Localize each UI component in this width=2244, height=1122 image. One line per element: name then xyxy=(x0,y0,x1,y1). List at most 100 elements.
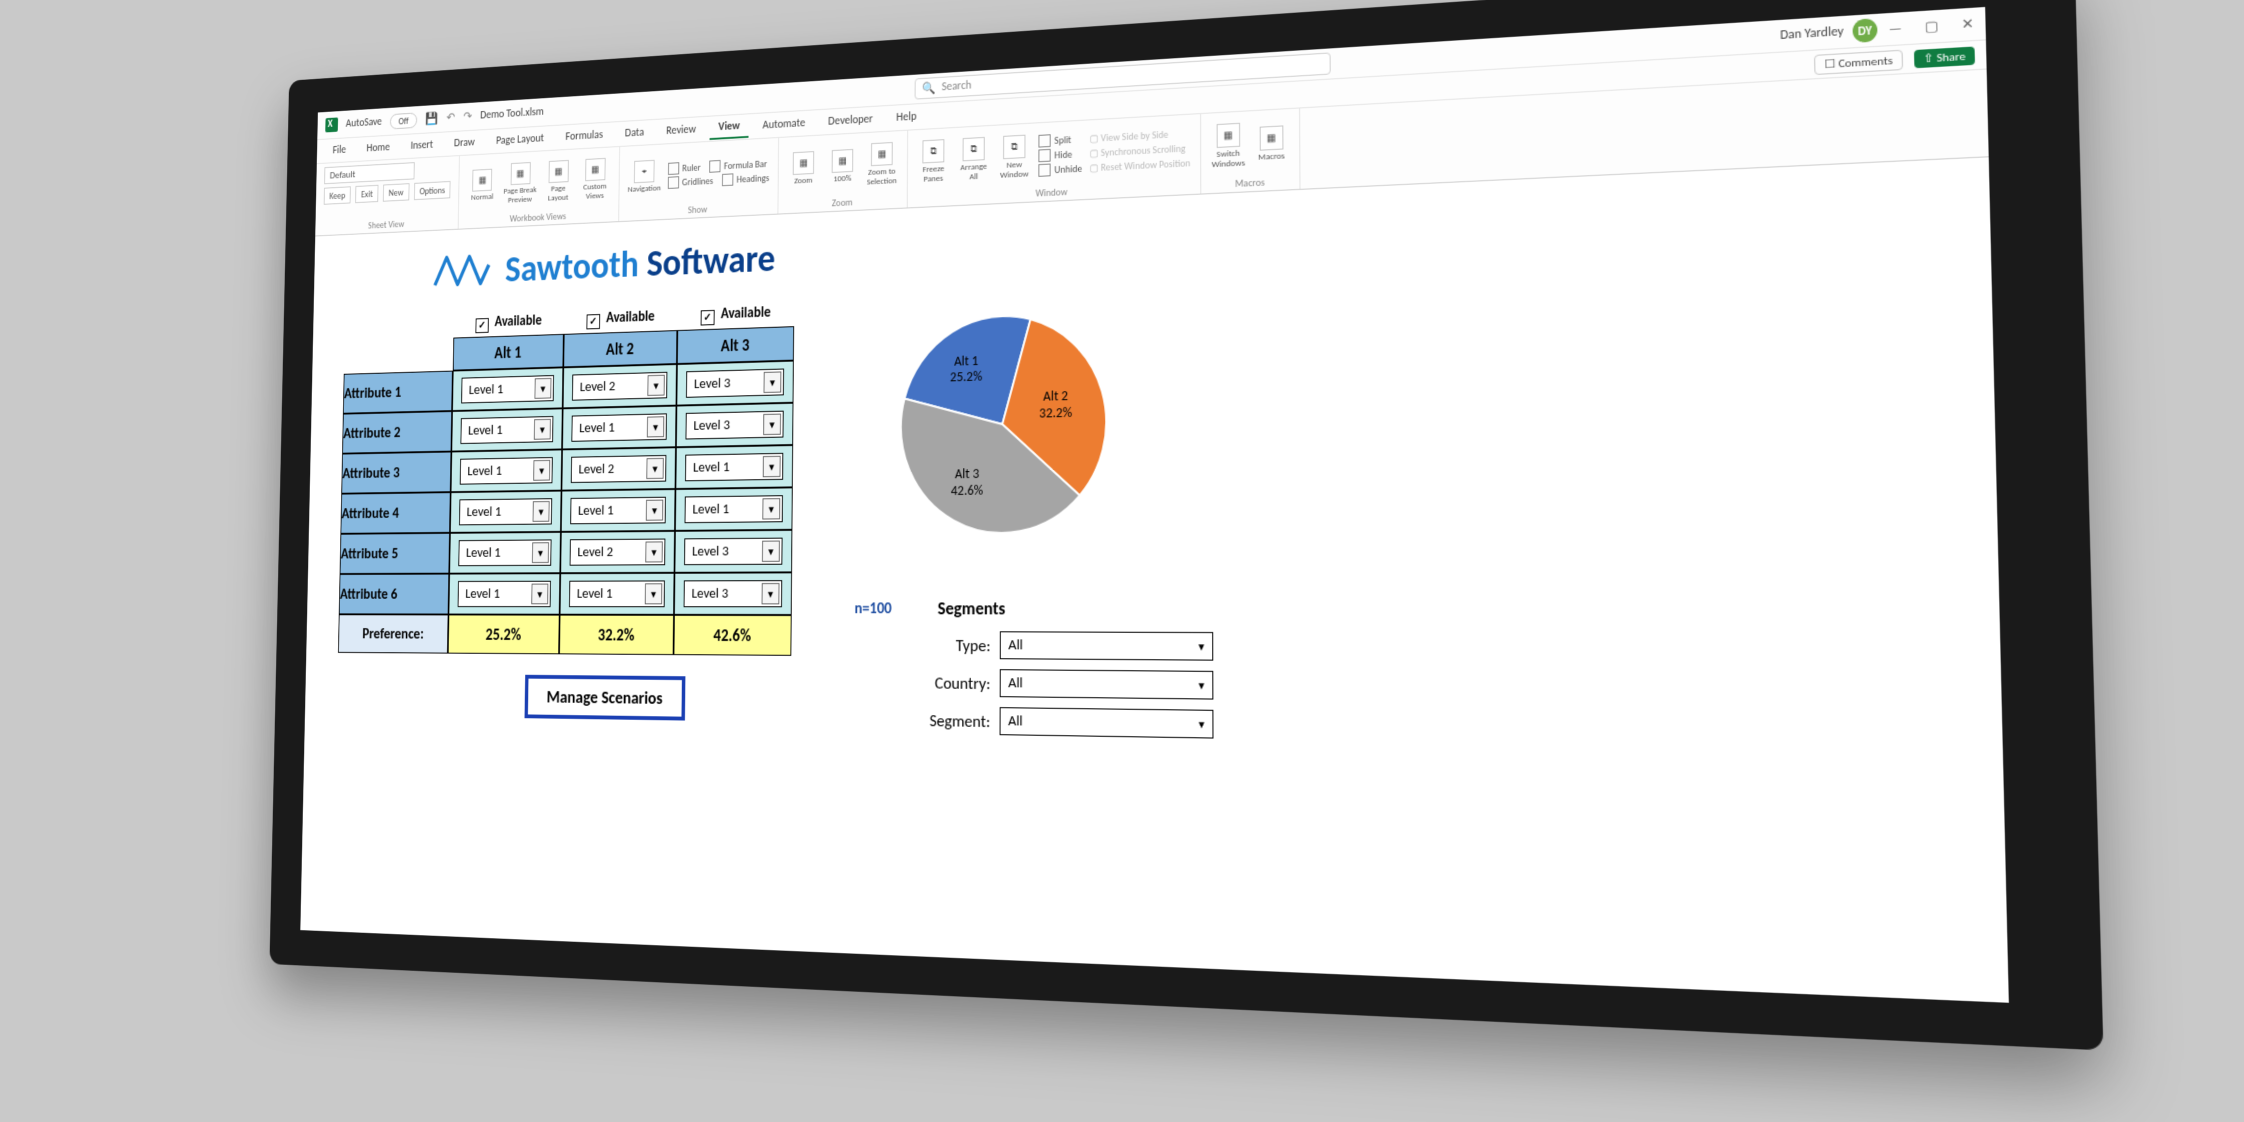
tab-help[interactable]: Help xyxy=(887,106,926,129)
ribbon-group-macros: ▦SwitchWindows▦Macros Macros xyxy=(1201,108,1300,193)
level-dropdown[interactable]: Level 2▼ xyxy=(571,455,667,483)
level-dropdown[interactable]: Level 1▼ xyxy=(685,453,783,481)
show-toggle[interactable]: Formula Bar xyxy=(709,157,767,172)
pie-chart: Alt 125.2%Alt 232.2%Alt 342.6% xyxy=(855,286,1155,558)
ribbon-item[interactable]: ▦Zoom xyxy=(787,150,819,186)
ribbon-item[interactable]: ▦PageLayout xyxy=(543,159,574,203)
segment-dropdown[interactable]: All▼ xyxy=(1000,669,1214,699)
show-toggle[interactable]: Headings xyxy=(722,171,769,186)
level-dropdown[interactable]: Level 1▼ xyxy=(458,581,551,607)
alt-header: Alt 2 xyxy=(563,330,677,367)
available-checkbox[interactable]: Available xyxy=(453,308,564,338)
attribute-label: Attribute 6 xyxy=(339,574,449,615)
keep-button[interactable]: Keep xyxy=(324,186,351,204)
level-dropdown[interactable]: Level 1▼ xyxy=(460,416,553,444)
share-button[interactable]: ⇧ Share xyxy=(1914,46,1975,68)
save-icon[interactable]: 💾 xyxy=(425,112,438,126)
ribbon-item[interactable]: ▦Zoom toSelection xyxy=(866,141,899,187)
segment-row: Type:All▼ xyxy=(854,631,1213,661)
autosave-toggle[interactable]: Off xyxy=(390,112,418,129)
segment-row: Country:All▼ xyxy=(854,668,1213,700)
exit-button[interactable]: Exit xyxy=(355,185,378,203)
segment-label: Segment: xyxy=(929,710,990,732)
level-dropdown[interactable]: Level 2▼ xyxy=(570,539,666,566)
brand-name: Sawtooth Software xyxy=(505,234,776,291)
autosave-label: AutoSave xyxy=(346,116,382,131)
ribbon-group-workbook-views: ▦Normal▦Page BreakPreview▦PageLayout▦Cus… xyxy=(459,147,620,229)
window-option[interactable]: ▢ Reset Window Position xyxy=(1090,156,1191,174)
search-icon: 🔍 xyxy=(922,81,936,96)
ribbon-item[interactable]: ⧉NewWindow xyxy=(998,134,1032,180)
sawtooth-logo-icon xyxy=(433,246,491,294)
new-button[interactable]: New xyxy=(383,183,409,201)
window-toggle[interactable]: Split xyxy=(1039,133,1083,148)
available-checkbox[interactable]: Available xyxy=(564,304,678,334)
segment-dropdown[interactable]: All▼ xyxy=(1000,631,1213,660)
tab-draw[interactable]: Draw xyxy=(446,132,483,154)
tab-formulas[interactable]: Formulas xyxy=(557,124,612,147)
level-dropdown[interactable]: Level 1▼ xyxy=(460,457,553,485)
ribbon-item[interactable]: ▦100% xyxy=(826,148,858,184)
ribbon-item[interactable]: ▦Normal xyxy=(468,168,498,202)
segment-row: Segment: All▼ xyxy=(854,705,1214,738)
ribbon-item[interactable]: ▦CustomViews xyxy=(580,157,611,201)
alt-header: Alt 3 xyxy=(677,326,794,364)
ribbon-item[interactable]: ▦SwitchWindows xyxy=(1211,122,1246,169)
options-button[interactable]: Options xyxy=(414,181,451,200)
show-toggle[interactable]: Gridlines xyxy=(668,174,714,189)
ribbon-group-sheet-view: Default Keep Exit New Options Sheet View xyxy=(315,156,460,236)
preference-value: 42.6% xyxy=(674,615,792,656)
available-checkbox[interactable]: Available xyxy=(677,299,794,330)
tab-review[interactable]: Review xyxy=(658,119,705,142)
excel-icon xyxy=(325,117,338,132)
tab-insert[interactable]: Insert xyxy=(402,134,441,156)
ribbon-group-zoom: ▦Zoom▦100%▦Zoom toSelection Zoom xyxy=(778,131,908,214)
ribbon-item[interactable]: ▦Page BreakPreview xyxy=(503,161,537,205)
tab-file[interactable]: File xyxy=(325,140,354,161)
level-dropdown[interactable]: Level 3▼ xyxy=(686,369,784,398)
level-dropdown[interactable]: Level 1▼ xyxy=(459,498,552,525)
tab-automate[interactable]: Automate xyxy=(754,112,814,136)
tab-home[interactable]: Home xyxy=(358,137,398,159)
user-info[interactable]: Dan Yardley DY xyxy=(1780,18,1878,47)
redo-icon[interactable]: ↷ xyxy=(463,110,472,124)
comments-button[interactable]: ☐ Comments xyxy=(1814,49,1903,74)
tab-data[interactable]: Data xyxy=(616,122,652,144)
filename[interactable]: Demo Tool.xlsm xyxy=(480,105,544,122)
tab-view[interactable]: View xyxy=(710,115,749,140)
level-dropdown[interactable]: Level 1▼ xyxy=(458,539,551,566)
tab-developer[interactable]: Developer xyxy=(819,108,882,133)
navigation-button[interactable]: ⌖Navigation xyxy=(628,159,661,194)
attribute-table: Available Available AvailableAlt 1Alt 2A… xyxy=(338,299,794,655)
n-value: n=100 xyxy=(854,599,891,618)
level-dropdown[interactable]: Level 3▼ xyxy=(686,411,784,440)
level-dropdown[interactable]: Level 3▼ xyxy=(684,538,782,565)
simulator-panel: Available Available AvailableAlt 1Alt 2A… xyxy=(336,299,794,741)
level-dropdown[interactable]: Level 2▼ xyxy=(572,372,667,401)
ribbon-item[interactable]: ▦Macros xyxy=(1254,125,1290,163)
close-icon[interactable]: ✕ xyxy=(1961,16,1974,33)
level-dropdown[interactable]: Level 1▼ xyxy=(461,375,554,403)
maximize-icon[interactable]: ▢ xyxy=(1924,18,1938,35)
ribbon-group-show: ⌖Navigation Ruler Formula Bar Gridlines Hea… xyxy=(619,138,779,221)
pie-slice-label: Alt 342.6% xyxy=(951,466,983,500)
attribute-label: Attribute 1 xyxy=(343,371,453,414)
minimize-icon[interactable]: — xyxy=(1888,20,1902,37)
sheet-view-dropdown[interactable]: Default xyxy=(324,162,415,184)
level-dropdown[interactable]: Level 1▼ xyxy=(685,495,783,523)
level-dropdown[interactable]: Level 1▼ xyxy=(570,497,666,525)
show-toggle[interactable]: Ruler xyxy=(668,161,701,175)
ribbon-item[interactable]: ⧉ArrangeAll xyxy=(957,136,990,182)
ribbon-item[interactable]: ⧉FreezePanes xyxy=(917,138,950,184)
segments-panel: n=100 Segments Type:All▼Country:All▼Segm… xyxy=(854,597,1214,738)
window-toggle[interactable]: Unhide xyxy=(1039,162,1083,177)
tab-page-layout[interactable]: Page Layout xyxy=(488,128,553,152)
level-dropdown[interactable]: Level 3▼ xyxy=(684,580,783,607)
segment-dropdown[interactable]: All▼ xyxy=(1000,707,1214,738)
undo-icon[interactable]: ↶ xyxy=(446,111,455,125)
manage-scenarios-button[interactable]: Manage Scenarios xyxy=(525,675,686,721)
window-toggle[interactable]: Hide xyxy=(1039,147,1083,162)
search-placeholder: Search xyxy=(942,79,972,94)
level-dropdown[interactable]: Level 1▼ xyxy=(569,580,665,607)
level-dropdown[interactable]: Level 1▼ xyxy=(571,413,666,441)
